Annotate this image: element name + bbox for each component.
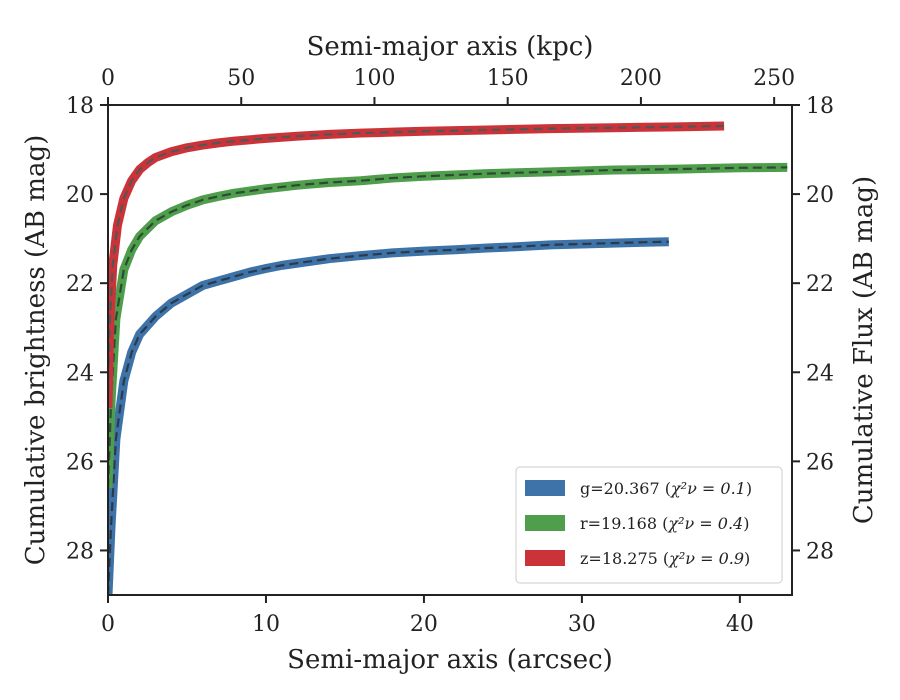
- y2-tick-label: 28: [806, 539, 834, 564]
- x2-axis-label: Semi-major axis (kpc): [307, 32, 594, 62]
- legend: g=20.367 (χ²ν = 0.1) r=19.168 (χ²ν = 0.4)…: [515, 466, 783, 584]
- legend-box: [515, 466, 783, 584]
- y-axis-label: Cumulative brightness (AB mag): [21, 135, 51, 566]
- y2-tick-label: 18: [806, 94, 834, 119]
- y2-tick-label: 26: [806, 450, 834, 475]
- x2-tick-label: 150: [487, 66, 529, 91]
- plot-area: [108, 121, 788, 595]
- x-axis-label: Semi-major axis (arcsec): [287, 645, 613, 675]
- x2-tick-label: 100: [353, 66, 395, 91]
- y-tick-label: 24: [66, 361, 94, 386]
- y-tick-label: 22: [66, 272, 94, 297]
- legend-label-0: g=20.367 (χ²ν = 0.1): [580, 479, 752, 498]
- series-model-line-1: [108, 166, 788, 489]
- x2-tick-label: 0: [101, 66, 115, 91]
- series-model-line-2: [108, 124, 725, 408]
- axes: 0 10 20 30 40 0 50 100 150 200 250 18 20 22 24 26 28 18 20…: [21, 32, 879, 675]
- y-tick-label: 28: [66, 539, 94, 564]
- x-tick-label: 0: [101, 612, 115, 637]
- x-tick-label: 30: [568, 612, 596, 637]
- x-tick-label: 40: [726, 612, 754, 637]
- y2-tick-label: 22: [806, 272, 834, 297]
- y2-tick-label: 24: [806, 361, 834, 386]
- legend-swatch-2: [525, 550, 565, 566]
- y2-axis-label: Cumulative Flux (AB mag): [849, 176, 879, 524]
- x-tick-label: 10: [252, 612, 280, 637]
- x2-tick-label: 200: [620, 66, 662, 91]
- x2-tick-label: 250: [753, 66, 795, 91]
- plot-frame: [107, 104, 793, 596]
- series-band-1: [108, 162, 788, 489]
- legend-label-1: r=19.168 (χ²ν = 0.4): [580, 514, 749, 533]
- y2-tick-label: 20: [806, 183, 834, 208]
- y-tick-label: 26: [66, 450, 94, 475]
- x-tick-label: 20: [410, 612, 438, 637]
- series-model-line-0: [108, 240, 669, 595]
- y-tick-label: 18: [66, 94, 94, 119]
- y-tick-label: 20: [66, 183, 94, 208]
- x2-tick-label: 50: [227, 66, 255, 91]
- legend-label-2: z=18.275 (χ²ν = 0.9): [580, 549, 750, 568]
- legend-swatch-0: [525, 480, 565, 496]
- legend-swatch-1: [525, 515, 565, 531]
